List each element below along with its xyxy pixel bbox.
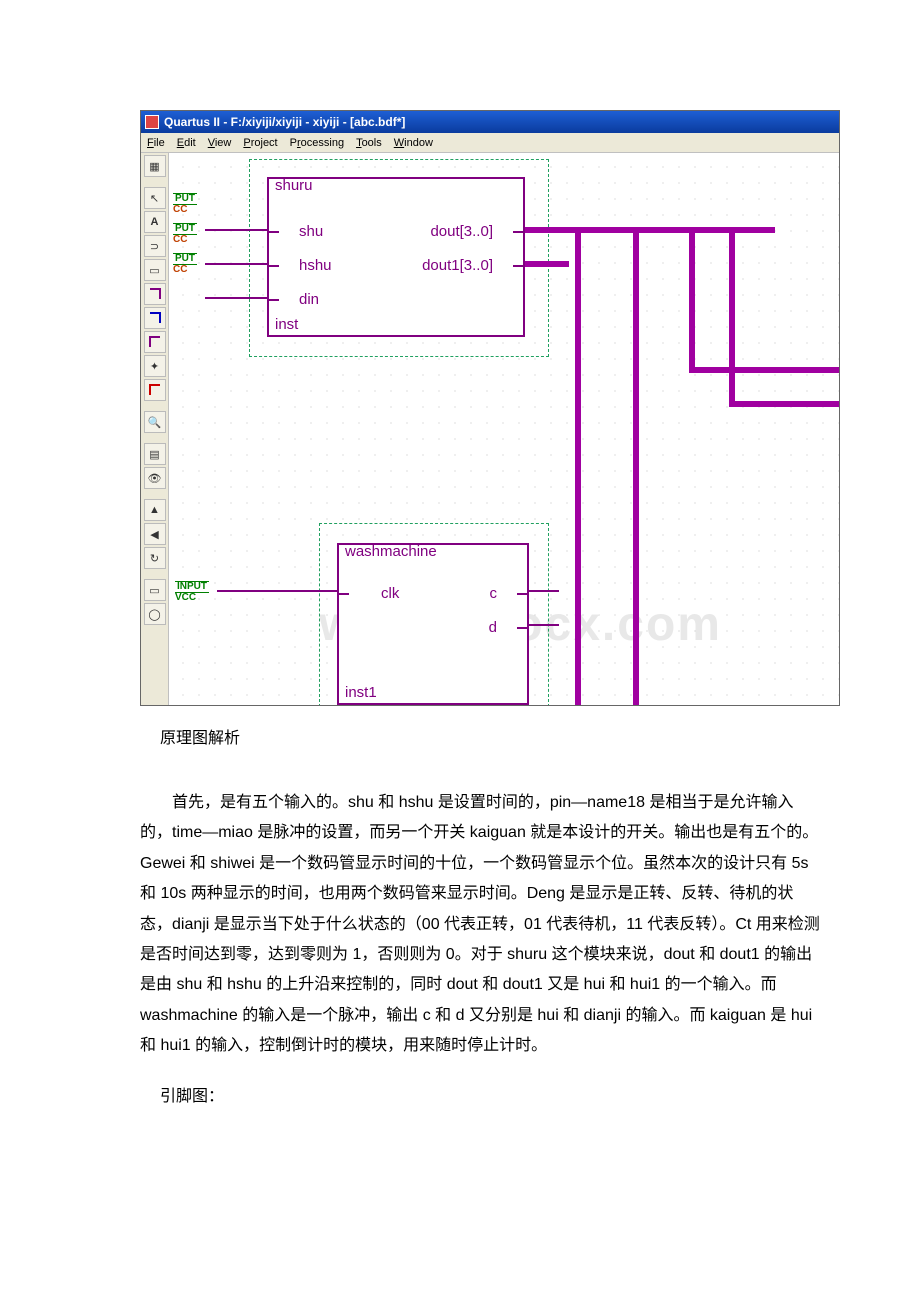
tool-corner3[interactable] xyxy=(144,331,166,353)
schematic-canvas[interactable]: www.bdocx.com shuru shu hshu din dout[3.… xyxy=(169,153,839,705)
tool-text[interactable]: A xyxy=(144,211,166,233)
block-shuru-title: shuru xyxy=(275,177,313,194)
work-area: ▦ ↖ A ⊃ ▭ ✦ 🔍 ▤ 👁 ▲ ◀ ↻ xyxy=(141,153,839,705)
port-c: c xyxy=(490,585,498,602)
menubar: File Edit View Project Processing Tools … xyxy=(141,133,839,153)
tool-zoom[interactable]: 🔍 xyxy=(144,411,166,433)
wire-hshu-in xyxy=(205,263,267,265)
tool-box[interactable]: ▭ xyxy=(144,579,166,601)
port-d: d xyxy=(489,619,497,636)
menu-view[interactable]: View xyxy=(208,137,232,149)
pin-put-1: PUT CC xyxy=(173,193,197,215)
tool-find[interactable]: 👁 xyxy=(144,467,166,489)
bus-right-h2 xyxy=(689,367,840,373)
tool-pointer[interactable]: ↖ xyxy=(144,187,166,209)
menu-file[interactable]: File xyxy=(147,137,165,149)
sub-caption: 引脚图： xyxy=(160,1082,920,1106)
bus-dout xyxy=(525,227,775,233)
tool-corner1[interactable] xyxy=(144,283,166,305)
port-clk: clk xyxy=(381,585,399,602)
block-washmachine-title: washmachine xyxy=(345,543,437,560)
body-paragraph: 首先，是有五个输入的。shu 和 hshu 是设置时间的，pin—name18 … xyxy=(140,788,820,1062)
tool-corner2[interactable] xyxy=(144,307,166,329)
menu-window[interactable]: Window xyxy=(394,137,433,149)
menu-tools[interactable]: Tools xyxy=(356,137,382,149)
tool-node[interactable]: ✦ xyxy=(144,355,166,377)
wire-c xyxy=(529,590,559,592)
wire-shu-in xyxy=(205,229,267,231)
wire-din-in xyxy=(205,297,267,299)
tool-rect[interactable]: ▭ xyxy=(144,259,166,281)
wire-clk xyxy=(217,590,337,592)
port-dout1: dout1[3..0] xyxy=(422,257,493,274)
tool-sheet[interactable]: ▤ xyxy=(144,443,166,465)
bus-dout-v1 xyxy=(575,227,581,706)
port-shu: shu xyxy=(299,223,323,240)
bus-right-2 xyxy=(689,227,695,373)
tool-rotate[interactable]: ↻ xyxy=(144,547,166,569)
port-hshu: hshu xyxy=(299,257,332,274)
window-titlebar[interactable]: Quartus II - F:/xiyiji/xiyiji - xiyiji -… xyxy=(141,111,839,133)
port-din: din xyxy=(299,291,319,308)
port-dout: dout[3..0] xyxy=(430,223,493,240)
caption-text: 原理图解析 xyxy=(160,724,920,748)
app-icon xyxy=(145,115,159,129)
bus-dout-v2 xyxy=(633,227,639,706)
block-shuru-inst: inst xyxy=(275,316,298,333)
quartus-window: Quartus II - F:/xiyiji/xiyiji - xiyiji -… xyxy=(140,110,840,706)
block-washmachine-inst: inst1 xyxy=(345,684,377,701)
menu-edit[interactable]: Edit xyxy=(177,137,196,149)
bus-dout1-v xyxy=(563,261,569,263)
pin-put-3: PUT CC xyxy=(173,253,197,275)
tool-gate[interactable]: ⊃ xyxy=(144,235,166,257)
wire-d xyxy=(529,624,559,626)
block-shuru[interactable]: shuru shu hshu din dout[3..0] dout1[3..0… xyxy=(267,177,525,337)
menu-processing[interactable]: Processing xyxy=(290,137,344,149)
window-title: Quartus II - F:/xiyiji/xiyiji - xiyiji -… xyxy=(164,115,405,129)
pin-input-vcc: INPUT VCC xyxy=(175,581,209,603)
bus-right-1 xyxy=(729,227,735,407)
tool-button[interactable]: ▦ xyxy=(144,155,166,177)
tool-flip-h[interactable]: ◀ xyxy=(144,523,166,545)
tool-palette: ▦ ↖ A ⊃ ▭ ✦ 🔍 ▤ 👁 ▲ ◀ ↻ xyxy=(141,153,169,705)
pin-put-2: PUT CC xyxy=(173,223,197,245)
block-washmachine[interactable]: washmachine clk c d inst1 xyxy=(337,543,529,705)
menu-project[interactable]: Project xyxy=(243,137,277,149)
tool-bus[interactable] xyxy=(144,379,166,401)
tool-flip-v[interactable]: ▲ xyxy=(144,499,166,521)
bus-right-h xyxy=(729,401,840,407)
tool-circle[interactable]: ◯ xyxy=(144,603,166,625)
